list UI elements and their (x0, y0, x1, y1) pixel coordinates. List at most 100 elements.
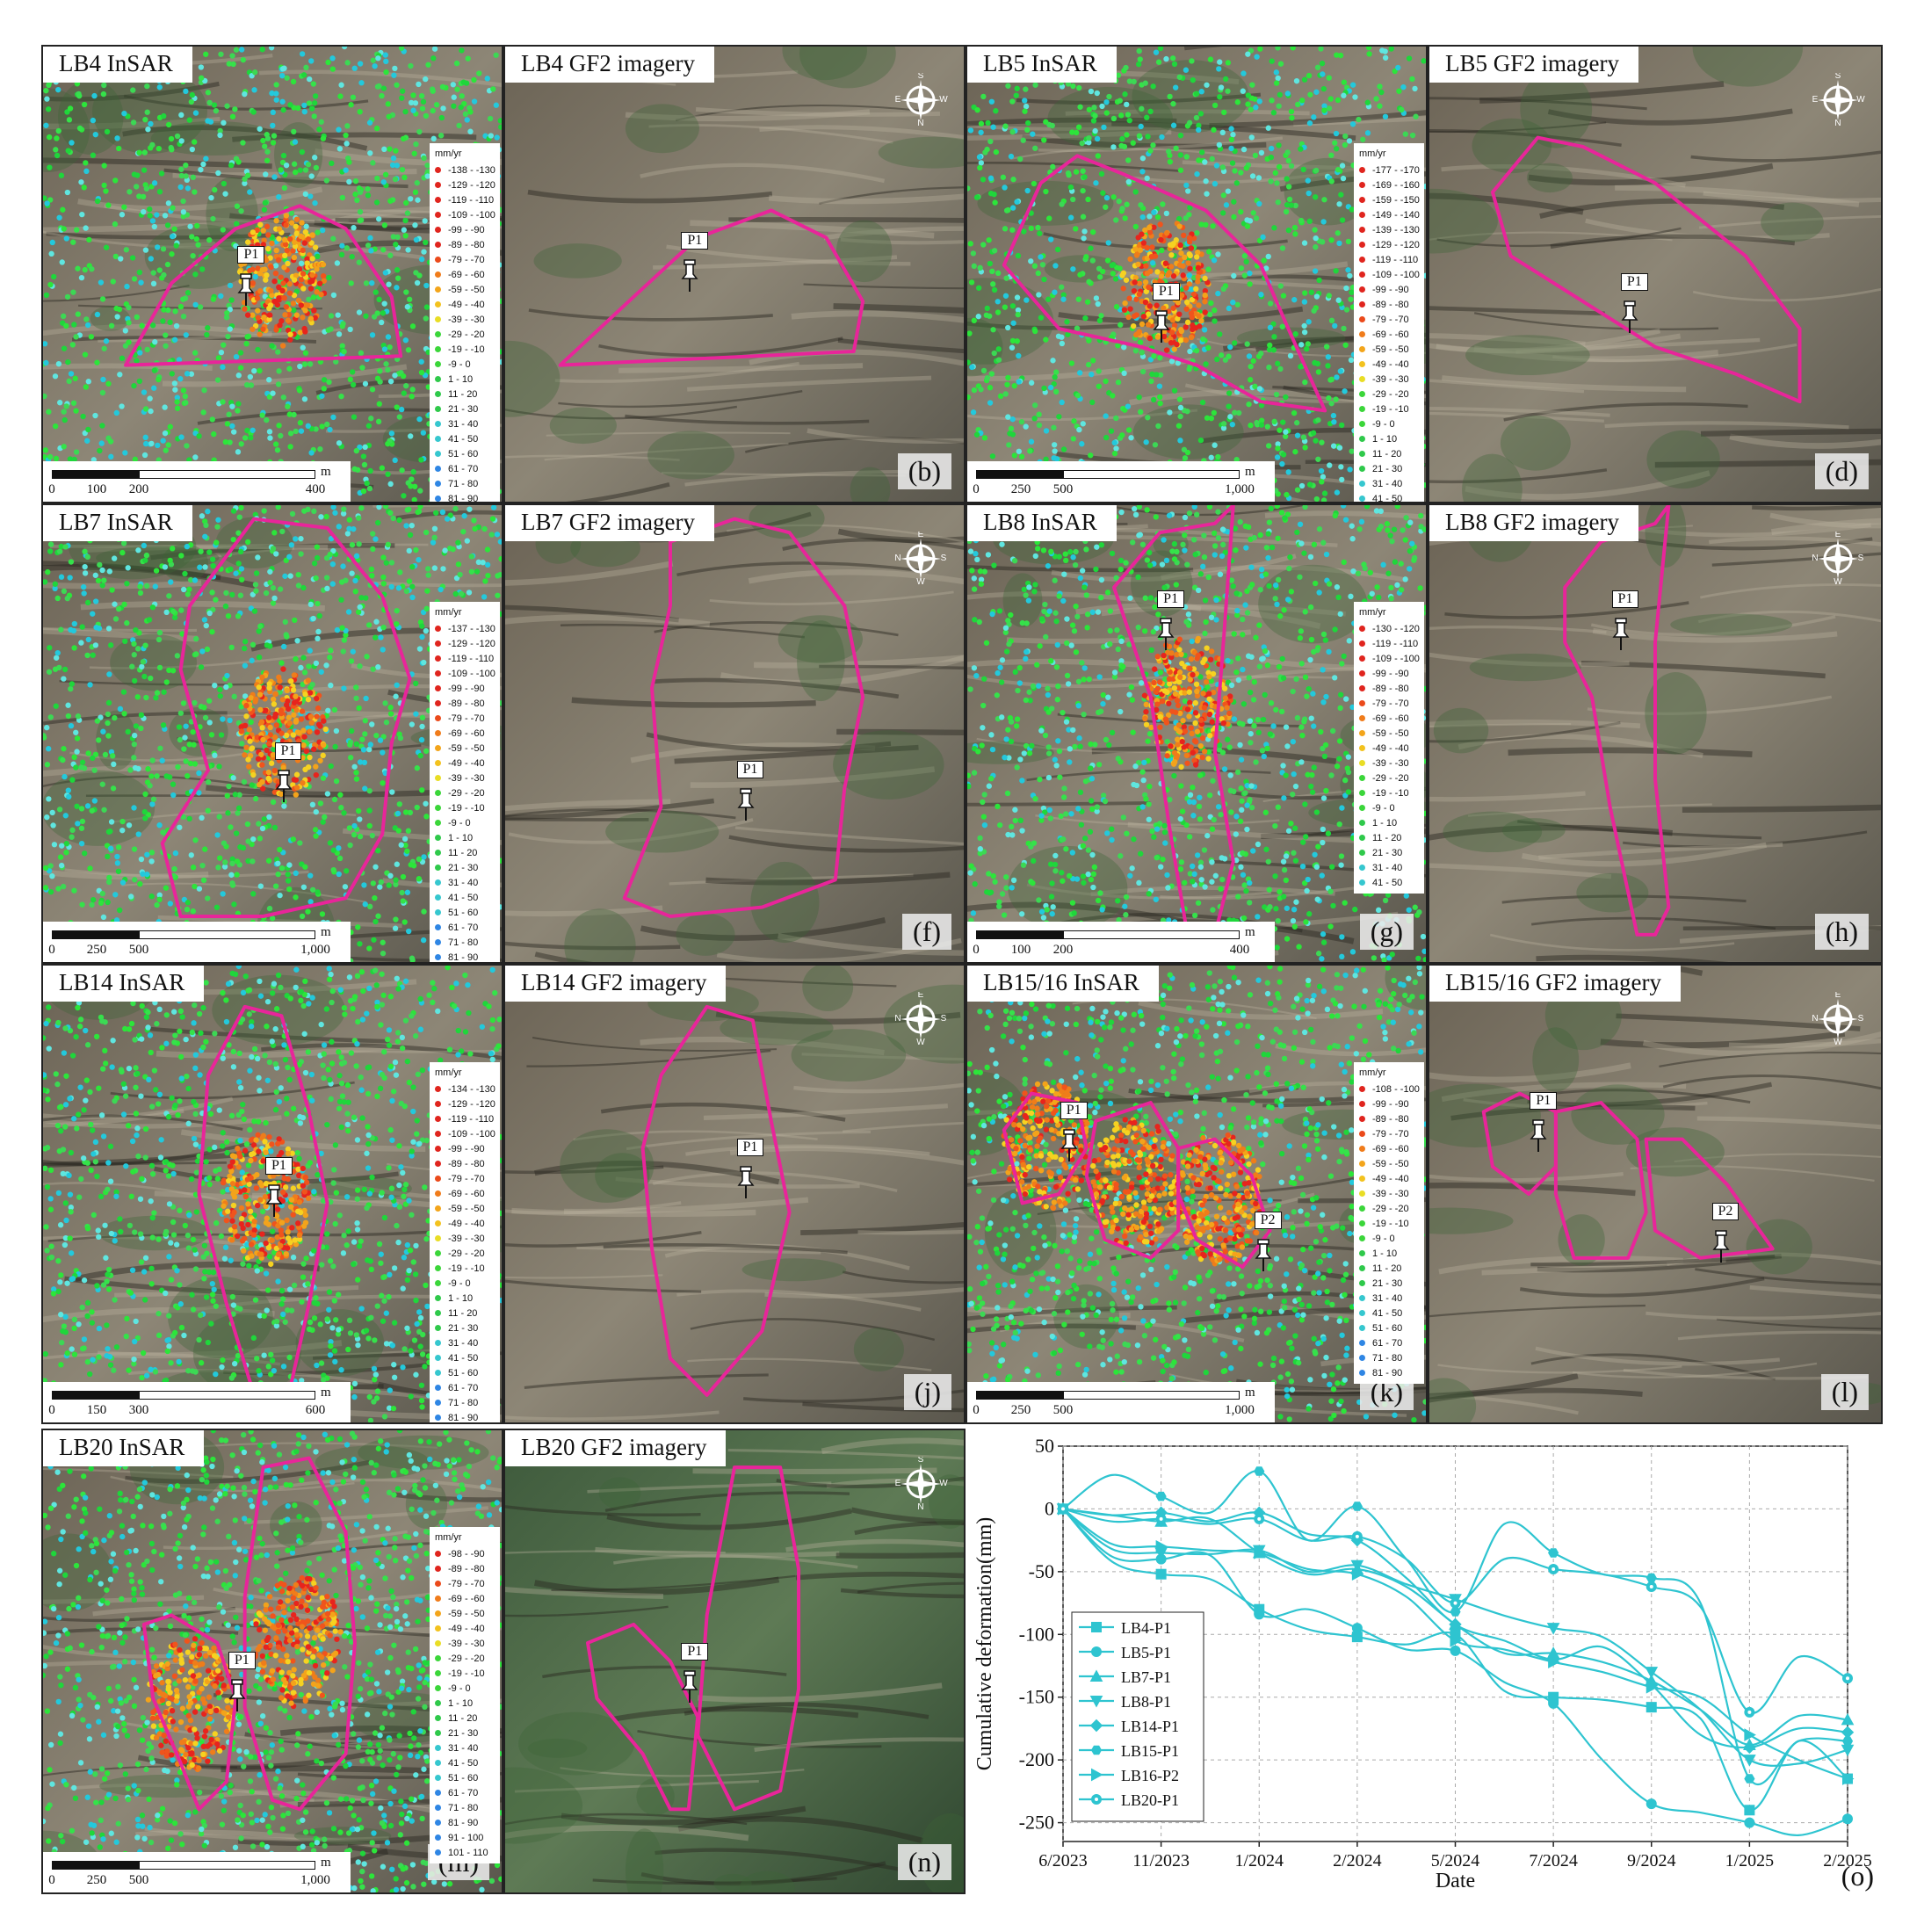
panel-title: LB15/16 InSAR (967, 966, 1159, 1002)
legend-swatch (1359, 197, 1365, 203)
legend-swatch (1359, 242, 1365, 248)
legend-label: -109 - -100 (448, 209, 495, 221)
legend-swatch (435, 1265, 441, 1271)
legend-swatch (435, 346, 441, 352)
legend-entry: -79 - -70 (435, 711, 495, 726)
scale-tick-label: 500 (128, 943, 149, 957)
legend-entry: 81 - 90 (435, 950, 495, 962)
panel-letter: (h) (1814, 914, 1869, 950)
legend-label: 61 - 70 (448, 463, 479, 474)
x-tick-label: 6/2023 (1038, 1851, 1088, 1870)
legend-swatch (435, 242, 441, 248)
legend-entry: -39 - -30 (435, 1636, 495, 1651)
legend-label: -39 - -30 (448, 1638, 485, 1649)
legend-label: 21 - 30 (1372, 1277, 1403, 1289)
legend-entry: -109 - -100 (435, 207, 495, 222)
scale-tick-label: 0 (973, 482, 980, 496)
legend-entry: 61 - 70 (435, 1785, 495, 1800)
legend-label: 81 - 90 (1372, 1367, 1403, 1378)
legend-swatch (435, 640, 441, 647)
legend-entry: -149 - -140 (1359, 207, 1420, 222)
legend-entry: -39 - -30 (435, 1231, 495, 1246)
landslide-boundary (1553, 1101, 1648, 1260)
pushpin-icon (1153, 310, 1170, 343)
scale-tick-label: 300 (128, 1403, 149, 1417)
legend-entry: -19 - -10 (435, 1261, 495, 1276)
legend-swatch (435, 685, 441, 691)
legend-swatch (435, 361, 441, 367)
legend-swatch (1359, 790, 1365, 796)
scale-bar: m 0 250 500 1,000 (967, 461, 1275, 502)
compass-letter: S (941, 554, 947, 563)
legend-entry: -89 - -80 (1359, 297, 1419, 312)
legend-entry: -9 - 0 (435, 1681, 495, 1696)
pin-label-p1: P1 (736, 760, 764, 778)
legend-entry: -49 - -40 (435, 1621, 495, 1636)
legend-swatch (1359, 1116, 1365, 1122)
legend-entry: 81 - 90 (1359, 1365, 1419, 1380)
x-tick-label: 2/2025 (1823, 1851, 1872, 1870)
legend-label: -49 - -40 (1372, 1173, 1409, 1184)
y-tick-label: -250 (1019, 1812, 1054, 1834)
legend-entry: -9 - 0 (435, 357, 495, 372)
legend-label: 51 - 60 (1372, 1322, 1403, 1334)
legend-swatch (435, 879, 441, 886)
legend-swatch (435, 1310, 441, 1316)
imagery-background (505, 966, 964, 1422)
panel-imagery (1429, 505, 1881, 962)
legend-entry: -119 - -110 (435, 1111, 495, 1126)
map-panel-g: LB8 InSAR (g) P1 mm/yr -130 - -120 -119 - -11… (966, 503, 1428, 964)
legend-entry: -59 - -50 (1359, 726, 1419, 741)
legend-swatch (435, 1805, 441, 1811)
legend-label: -59 - -50 (1372, 344, 1409, 355)
panel-imagery (967, 966, 1426, 1422)
legend-entry: -49 - -40 (435, 756, 495, 771)
legend-swatch (435, 1116, 441, 1122)
legend-entry: -119 - -110 (435, 192, 495, 207)
legend-label: -138 - -130 (448, 164, 495, 176)
legend-entry: 31 - 40 (435, 1740, 495, 1755)
legend-entry: -69 - -60 (435, 726, 495, 741)
landslide-boundary (1490, 135, 1802, 404)
scale-tick-label: 250 (86, 1873, 107, 1887)
data-point (1254, 1466, 1265, 1476)
panel-imagery (1429, 966, 1881, 1422)
legend-label: -99 - -90 (1372, 1098, 1409, 1110)
legend-entry: 21 - 30 (435, 402, 495, 416)
legend-entry: -177 - -170 (1359, 163, 1420, 177)
map-panel-d: LB5 GF2 imagery (d) P1 S W N E (1428, 45, 1883, 503)
legend-swatch (1359, 1355, 1365, 1361)
legend-label: -59 - -50 (448, 1608, 485, 1619)
pushpin-icon (681, 1669, 698, 1703)
compass-icon: E S W N (1812, 532, 1863, 586)
legend-swatch (435, 197, 441, 203)
legend-entry: -129 - -120 (435, 636, 495, 651)
legend-entry: -137 - -130 (435, 621, 495, 636)
legend-swatch (1359, 655, 1365, 662)
series-line (1062, 1508, 1848, 1812)
data-point (1548, 1548, 1559, 1558)
legend-label: 21 - 30 (1372, 463, 1403, 474)
legend-swatch (435, 939, 441, 945)
compass-letter: S (918, 73, 924, 81)
scale-tick-label: 1,000 (1225, 482, 1255, 496)
legend-label: -19 - -10 (448, 802, 485, 814)
legend-swatch (435, 1760, 441, 1766)
scale-tick-label: 200 (1052, 943, 1074, 957)
pin-label-p1: P1 (1530, 1092, 1558, 1111)
legend-label: 41 - 50 (448, 892, 479, 903)
legend-swatch (1359, 212, 1365, 218)
legend-swatch (1359, 227, 1365, 233)
legend-entry: -9 - 0 (435, 815, 495, 830)
legend-entry: LB7-P1 (1079, 1668, 1171, 1686)
legend-entry: 1 - 10 (435, 830, 495, 845)
legend-entry: -29 - -20 (1359, 387, 1419, 402)
legend-swatch (435, 1235, 441, 1241)
data-point (1450, 1634, 1463, 1647)
legend-entry: -109 - -100 (1359, 267, 1420, 282)
legend-swatch (1359, 1086, 1365, 1092)
y-tick-label: -200 (1019, 1748, 1054, 1770)
legend-swatch (435, 182, 441, 188)
map-panel-n: LB20 GF2 imagery (n) P1 S W N E (503, 1429, 966, 1894)
legend-label: -39 - -30 (1372, 373, 1409, 385)
